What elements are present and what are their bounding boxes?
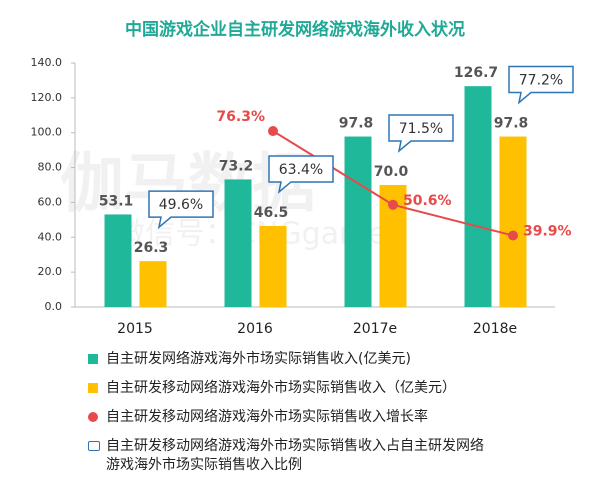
legend-label: 自主研发移动网络游戏海外市场实际销售收入增长率 (106, 409, 428, 425)
legend-item: 自主研发移动网络游戏海外市场实际销售收入（亿美元） (88, 379, 488, 398)
legend-item: 自主研发移动网络游戏海外市场实际销售收入占自主研发网络游戏海外市场实际销售收入比… (88, 437, 488, 475)
line-point (388, 199, 398, 210)
y-tick-label: 100.0 (31, 126, 63, 139)
data-label: 26.3 (134, 240, 169, 256)
data-label: 97.8 (339, 116, 374, 132)
legend-marker (88, 354, 98, 364)
data-label: 97.8 (494, 116, 529, 132)
bar (499, 136, 527, 307)
x-tick-label: 2015 (117, 321, 153, 337)
x-tick-label: 2017e (353, 321, 397, 337)
bar (139, 261, 167, 307)
legend-marker (88, 441, 100, 451)
data-label: 46.5 (254, 205, 289, 221)
y-tick-label: 20.0 (38, 265, 63, 278)
legend-marker (88, 383, 98, 393)
y-tick-label: 80.0 (38, 161, 63, 174)
data-label: 126.7 (454, 65, 498, 81)
legend-marker (88, 412, 98, 422)
x-tick-label: 2018e (473, 321, 517, 337)
line-point (508, 230, 518, 241)
legend-label: 自主研发移动网络游戏海外市场实际销售收入（亿美元） (106, 380, 456, 396)
legend-item: 自主研发网络游戏海外市场实际销售收入(亿美元) (88, 350, 488, 369)
y-tick-label: 40.0 (38, 230, 63, 243)
callout-label: 63.4% (279, 162, 323, 178)
legend-label: 自主研发网络游戏海外市场实际销售收入(亿美元) (106, 351, 411, 367)
bar (344, 136, 372, 307)
y-tick-label: 140.0 (31, 56, 63, 69)
y-tick-label: 0.0 (45, 300, 63, 313)
bar (464, 86, 492, 308)
callout (508, 65, 574, 105)
data-label: 70.0 (374, 164, 409, 180)
chart: 伽马数据 微信号：CNGgame 中国游戏企业自主研发网络游戏海外收入状况 0.… (31, 19, 574, 337)
data-label: 53.1 (99, 193, 134, 209)
bar (224, 179, 252, 307)
legend-item: 自主研发移动网络游戏海外市场实际销售收入增长率 (88, 408, 488, 427)
y-tick-label: 60.0 (38, 195, 63, 208)
callout (388, 114, 454, 153)
data-label: 50.6% (403, 193, 452, 209)
x-tick-label: 2016 (237, 321, 273, 337)
data-label: 73.2 (219, 158, 254, 174)
y-tick-label: 120.0 (31, 91, 63, 104)
data-label: 76.3% (216, 109, 265, 125)
chart-title: 中国游戏企业自主研发网络游戏海外收入状况 (125, 19, 465, 40)
callout-label: 71.5% (399, 121, 443, 137)
callout (268, 155, 334, 194)
callout (148, 190, 214, 230)
legend: 自主研发网络游戏海外市场实际销售收入(亿美元) 自主研发移动网络游戏海外市场实际销… (88, 350, 488, 485)
callout-label: 49.6% (159, 197, 203, 213)
bar (259, 225, 287, 307)
line-point (268, 126, 278, 137)
callout-label: 77.2% (519, 73, 563, 89)
legend-label: 自主研发移动网络游戏海外市场实际销售收入占自主研发网络游戏海外市场实际销售收入比… (106, 438, 484, 473)
data-label: 39.9% (523, 224, 572, 240)
bar (104, 214, 132, 307)
